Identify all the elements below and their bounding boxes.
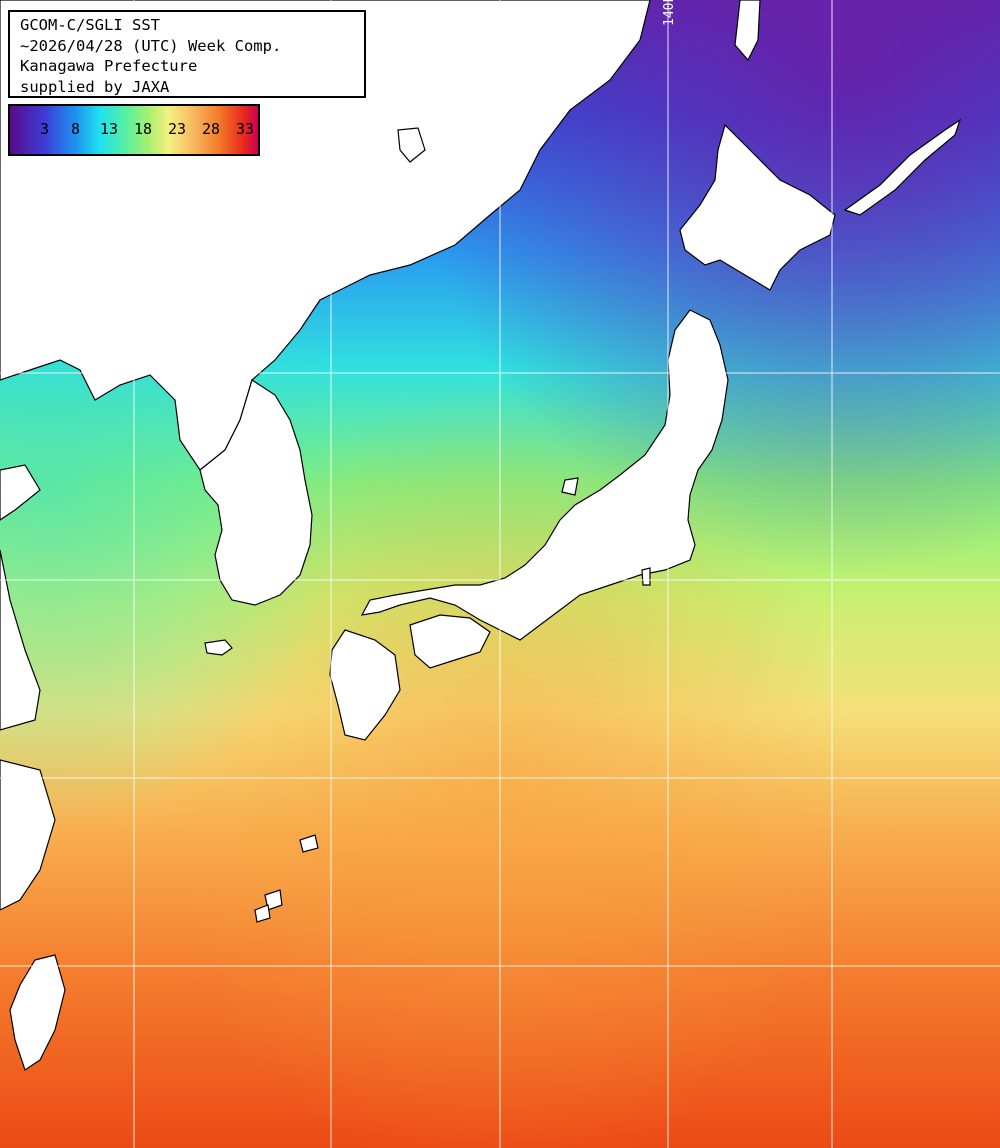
land-islet-ryukyu-1 (299, 834, 319, 853)
colorbar-label: 33 (236, 120, 255, 138)
colorbar-label: 13 (100, 120, 119, 138)
product-title: GCOM-C/SGLI SST (20, 16, 160, 34)
date-range: ~2026/04/28 (UTC) Week Comp. (20, 36, 282, 55)
land-china-coast (0, 549, 41, 731)
land-jeju (204, 639, 233, 656)
colorbar-label: 3 (40, 120, 50, 138)
land-hokkaido (679, 123, 836, 291)
land-china-south (0, 759, 56, 911)
land-islet-izu (641, 567, 651, 586)
land-sakhalin (734, 0, 761, 62)
grid-label-latitude: 30N (4, 354, 28, 369)
land-taiwan (9, 954, 66, 1071)
land-sado (561, 477, 579, 496)
colorbar-label: 18 (134, 120, 153, 138)
temperature-colorbar: 3 8 13 18 23 28 33 (8, 104, 260, 156)
land-islet-ryukyu-3 (254, 904, 271, 923)
colorbar-label: 8 (71, 120, 81, 138)
land-kurils (843, 118, 962, 216)
land-islet-ulleung (397, 127, 426, 163)
info-panel: GCOM-C/SGLI SST ~2026/04/28 (UTC) Week C… (8, 10, 366, 98)
colorbar-labels: 3 8 13 18 23 28 33 (10, 120, 258, 140)
land-honshu (360, 309, 729, 641)
colorbar-label: 23 (168, 120, 187, 138)
supplier-credit: supplied by JAXA (20, 77, 170, 96)
land-shikoku (409, 614, 491, 669)
grid-label-longitude: 140E (662, 0, 677, 26)
supplier-region: Kanagawa Prefecture (20, 57, 198, 75)
land-korea (199, 379, 313, 606)
land-china-east (0, 464, 41, 521)
colorbar-label: 28 (202, 120, 221, 138)
